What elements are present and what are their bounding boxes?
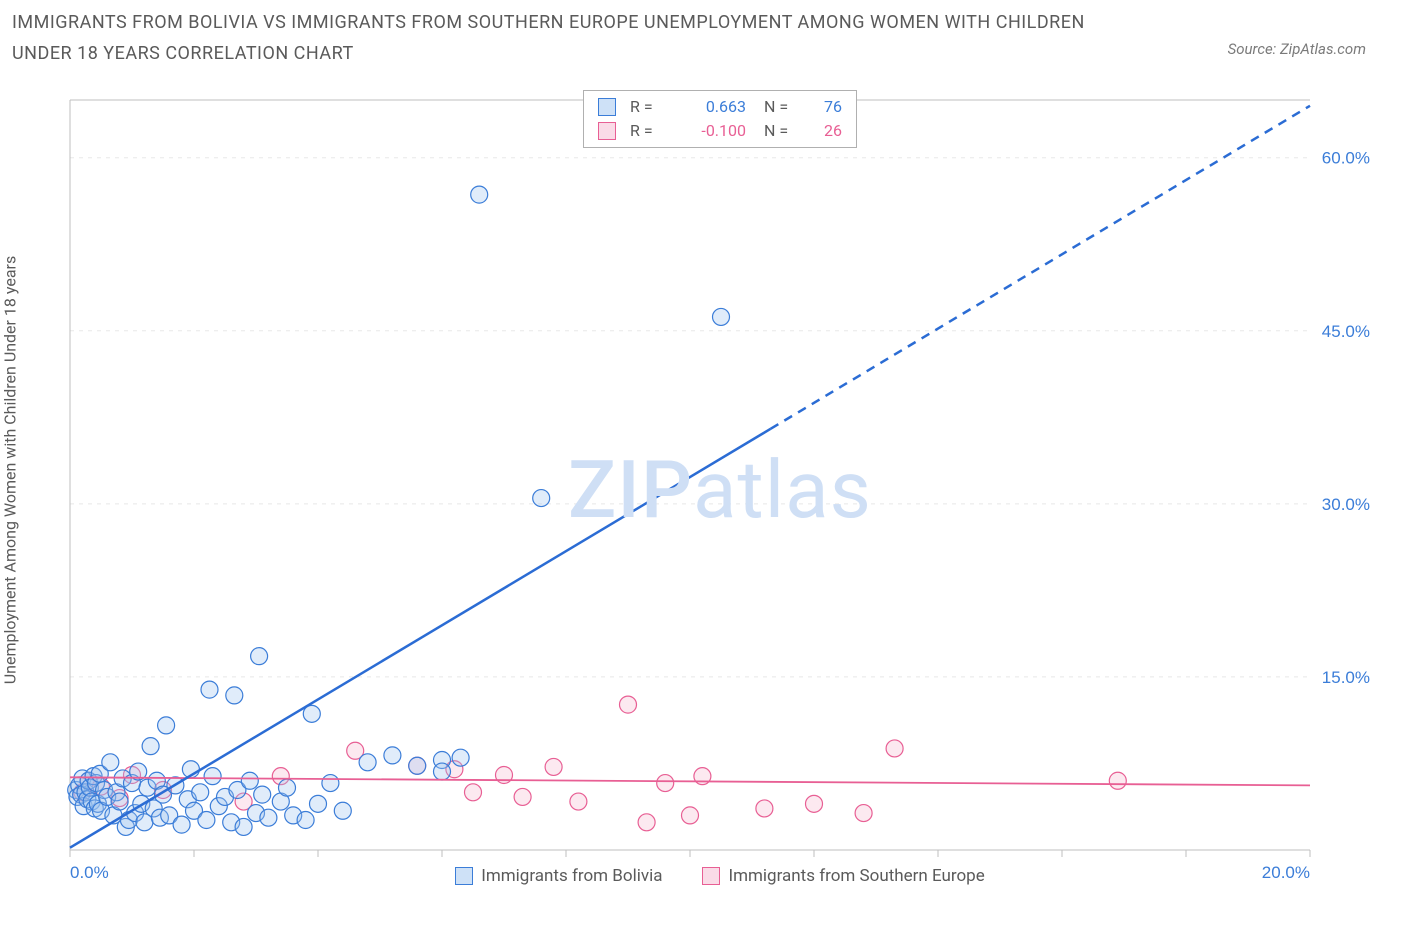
series-legend: Immigrants from Bolivia Immigrants from … bbox=[60, 866, 1380, 886]
n-value-seurope: 26 bbox=[802, 119, 842, 143]
legend-label-seurope: Immigrants from Southern Europe bbox=[728, 866, 984, 886]
svg-text:30.0%: 30.0% bbox=[1322, 495, 1370, 514]
n-label: N = bbox=[764, 119, 802, 143]
legend-item-seurope: Immigrants from Southern Europe bbox=[702, 866, 984, 886]
legend-label-bolivia: Immigrants from Bolivia bbox=[481, 866, 662, 886]
n-label: N = bbox=[764, 95, 802, 119]
r-value-seurope: -0.100 bbox=[668, 119, 746, 143]
correlation-legend: R = 0.663 N = 76 R = -0.100 N = 26 bbox=[583, 90, 857, 148]
scatter-plot: 0.0%20.0%15.0%30.0%45.0%60.0% ZIPatlas R… bbox=[60, 90, 1380, 890]
legend-row-seurope: R = -0.100 N = 26 bbox=[598, 119, 842, 143]
legend-row-bolivia: R = 0.663 N = 76 bbox=[598, 95, 842, 119]
y-axis-label: Unemployment Among Women with Children U… bbox=[1, 256, 20, 684]
chart-title: IMMIGRANTS FROM BOLIVIA VS IMMIGRANTS FR… bbox=[12, 8, 1132, 69]
swatch-seurope bbox=[598, 122, 616, 140]
chart-header: IMMIGRANTS FROM BOLIVIA VS IMMIGRANTS FR… bbox=[12, 8, 1394, 69]
svg-text:15.0%: 15.0% bbox=[1322, 668, 1370, 687]
r-value-bolivia: 0.663 bbox=[668, 95, 746, 119]
r-label: R = bbox=[630, 95, 668, 119]
swatch-bolivia bbox=[455, 867, 473, 885]
chart-canvas: 0.0%20.0%15.0%30.0%45.0%60.0% bbox=[60, 90, 1380, 890]
svg-text:60.0%: 60.0% bbox=[1322, 149, 1370, 168]
legend-item-bolivia: Immigrants from Bolivia bbox=[455, 866, 662, 886]
r-label: R = bbox=[630, 119, 668, 143]
swatch-seurope bbox=[702, 867, 720, 885]
svg-text:45.0%: 45.0% bbox=[1322, 322, 1370, 341]
n-value-bolivia: 76 bbox=[802, 95, 842, 119]
source-attribution: Source: ZipAtlas.com bbox=[1228, 40, 1366, 58]
swatch-bolivia bbox=[598, 98, 616, 116]
